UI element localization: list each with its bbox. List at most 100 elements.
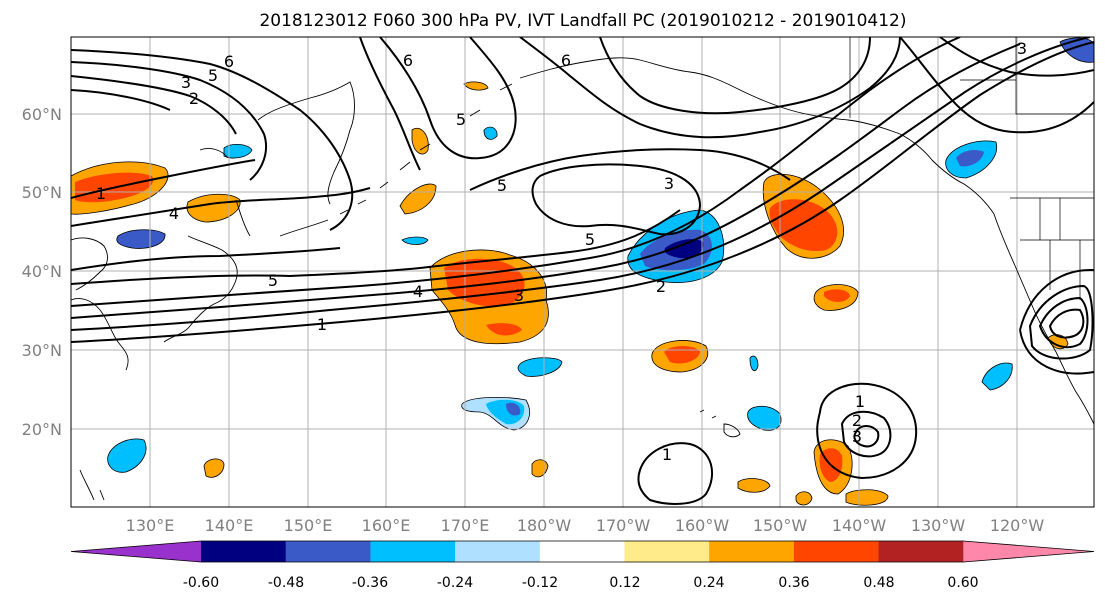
contour-label: 3 — [664, 174, 674, 193]
contour-line — [939, 37, 1094, 77]
map-border — [70, 36, 1095, 508]
colorbar-label: -0.60 — [183, 575, 219, 591]
contour-label: 5 — [268, 271, 278, 290]
longitude-labels: 130°E 140°E 150°E 160°E 170°E 180°W 170°… — [126, 516, 1045, 535]
cold-anomaly-30n-125w — [981, 362, 1013, 391]
contour-line — [1028, 284, 1094, 360]
cold-anomaly-42n-160e — [401, 236, 429, 245]
colorbar-label: 0.48 — [863, 575, 894, 591]
colorbar-labels: -0.60 -0.48 -0.36 -0.24 -0.12 0.12 0.24 … — [183, 575, 979, 591]
contour-line — [71, 75, 237, 135]
shaded-anomalies — [71, 37, 1094, 506]
lon-tick-label: 130°E — [126, 516, 175, 535]
contour-line — [637, 442, 714, 505]
coastline-hawaii — [699, 409, 741, 438]
contour-line — [840, 410, 892, 458]
contour-line — [359, 37, 421, 171]
lon-tick-label: 180°W — [517, 516, 572, 535]
contour-label: 5 — [585, 230, 595, 249]
figure-title: 2018123012 F060 300 hPa PV, IVT Landfall… — [259, 11, 906, 31]
contour-label: 2 — [852, 411, 862, 430]
lat-tick-label: 40°N — [22, 262, 62, 281]
contour-label: 5 — [456, 110, 466, 129]
contour-line — [71, 43, 1021, 319]
colorbar-swatch — [624, 541, 710, 562]
lon-tick-label: 120°W — [990, 516, 1045, 535]
contour-line — [71, 37, 961, 307]
contour-label: 6 — [403, 51, 413, 70]
colorbar-swatch — [455, 541, 541, 562]
warm-anomaly-13n-145w — [795, 491, 813, 506]
cold-anomaly-28n-180 — [517, 357, 563, 377]
lon-tick-label: 170°E — [441, 516, 490, 535]
contour-line — [816, 382, 918, 480]
contour-line — [379, 37, 517, 160]
contour-label: 1 — [96, 184, 106, 203]
lat-tick-label: 50°N — [22, 183, 62, 202]
contour-line — [71, 49, 354, 231]
cold-anomaly-18n-130e — [107, 438, 147, 473]
colorbar-label: -0.24 — [437, 575, 473, 591]
lon-tick-label: 140°E — [205, 516, 254, 535]
cold-anomaly-22n-155w — [747, 405, 782, 431]
colorbar-label: 0.12 — [609, 575, 640, 591]
contour-label: 4 — [413, 282, 423, 301]
warm-anomaly-15n-150w — [737, 478, 771, 493]
contour-line — [899, 37, 1094, 134]
colorbar-swatch — [709, 541, 795, 562]
contour-line — [1019, 269, 1094, 375]
contour-label: 1 — [662, 445, 672, 464]
contour-line — [71, 209, 681, 285]
map-layer: 6 5 3 2 6 5 6 3 5 3 1 4 5 5 4 3 2 1 1 2 … — [71, 37, 1094, 507]
lon-tick-label: 160°W — [675, 516, 730, 535]
map-background — [71, 37, 1094, 507]
lon-tick-label: 170°W — [596, 516, 651, 535]
cold-anomaly-23n-175e-core — [506, 402, 521, 416]
cold-anomaly-bering — [483, 126, 498, 140]
lon-tick-label: 150°E — [284, 516, 333, 535]
colorbar-label: 0.36 — [778, 575, 809, 591]
contour-line — [71, 37, 1091, 331]
colorbar-label: -0.48 — [268, 575, 304, 591]
contour-label: 3 — [514, 286, 524, 305]
contour-labels: 6 5 3 2 6 5 6 3 5 3 1 4 5 5 4 3 2 1 1 2 … — [96, 39, 1027, 464]
lon-tick-label: 130°W — [911, 516, 966, 535]
colorbar-outline — [70, 540, 1095, 563]
contour-label: 3 — [181, 73, 191, 92]
contour-label: 1 — [855, 392, 865, 411]
coastline-aleutians — [279, 83, 513, 237]
contour-label: 2 — [189, 89, 199, 108]
warm-anomaly-central-core-south — [486, 323, 522, 336]
coastline-philippines — [79, 469, 105, 501]
contour-label: 4 — [169, 204, 179, 223]
latitude-labels: 20°N 30°N 40°N 50°N 60°N — [22, 105, 62, 439]
colorbar-swatch — [285, 541, 371, 562]
warm-anomaly-16n-140e — [203, 458, 225, 478]
contour-line — [1038, 296, 1089, 349]
warm-anomaly-japan-sea — [186, 193, 241, 223]
contour-label: 5 — [208, 66, 218, 85]
contour-line — [519, 37, 901, 139]
lon-tick-label: 160°E — [362, 516, 411, 535]
cold-anomaly-alaska-coast-core — [956, 150, 984, 167]
warm-anomaly-okhotsk-small — [463, 81, 489, 91]
colorbar-swatch — [201, 541, 287, 562]
contour-label: 1 — [317, 315, 327, 334]
warm-anomaly-13n-140w — [845, 489, 889, 506]
colorbar-label: 0.60 — [947, 575, 978, 591]
contour-label: 2 — [656, 277, 666, 296]
cold-anomaly-japan — [116, 229, 166, 249]
contour-line — [531, 163, 702, 236]
warm-anomaly-35n-140w-core — [824, 289, 850, 302]
contour-label: 3 — [1017, 39, 1027, 58]
coastline-kamchatka-okhotsk — [199, 81, 355, 205]
colorbar-swatch — [539, 541, 625, 562]
colorbar-label: -0.36 — [352, 575, 388, 591]
contour-line — [853, 425, 880, 448]
contour-label: 6 — [561, 51, 571, 70]
coastline-alaska — [519, 57, 995, 215]
colorbar-swatch — [370, 541, 456, 562]
colorbar — [70, 540, 1095, 563]
contour-label: 3 — [852, 427, 862, 446]
